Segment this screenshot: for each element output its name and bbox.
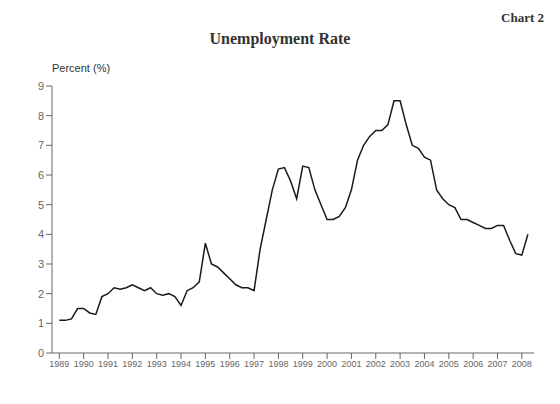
svg-text:2001: 2001: [341, 359, 361, 369]
svg-text:2005: 2005: [439, 359, 459, 369]
svg-text:1992: 1992: [122, 359, 142, 369]
svg-text:0: 0: [38, 347, 44, 359]
svg-text:8: 8: [38, 110, 44, 122]
html-text:Chart 2: Chart 2: [501, 10, 544, 25]
svg-text:2006: 2006: [463, 359, 483, 369]
svg-text:1997: 1997: [244, 359, 264, 369]
svg-text:6: 6: [38, 169, 44, 181]
svg-text:2002: 2002: [366, 359, 386, 369]
svg-text:1993: 1993: [147, 359, 167, 369]
svg-text:1996: 1996: [220, 359, 240, 369]
svg-text:2003: 2003: [390, 359, 410, 369]
svg-text:1995: 1995: [195, 359, 215, 369]
svg-text:2007: 2007: [487, 359, 507, 369]
svg-text:5: 5: [38, 199, 44, 211]
svg-text:1: 1: [38, 317, 44, 329]
svg-text:2000: 2000: [317, 359, 337, 369]
svg-text:2: 2: [38, 288, 44, 300]
svg-text:1994: 1994: [171, 359, 191, 369]
svg-text:1998: 1998: [268, 359, 288, 369]
svg-text:9: 9: [38, 80, 44, 92]
svg-text:1991: 1991: [98, 359, 118, 369]
svg-text:1989: 1989: [49, 359, 69, 369]
svg-text:1999: 1999: [293, 359, 313, 369]
svg-text:2008: 2008: [512, 359, 532, 369]
svg-text:2004: 2004: [414, 359, 434, 369]
svg-text:4: 4: [38, 228, 44, 240]
svg-text:7: 7: [38, 139, 44, 151]
html-text:Unemployment Rate: Unemployment Rate: [209, 30, 351, 47]
svg-text:1990: 1990: [74, 359, 94, 369]
svg-text:3: 3: [38, 258, 44, 270]
html-text:Percent (%): Percent (%): [52, 62, 111, 74]
